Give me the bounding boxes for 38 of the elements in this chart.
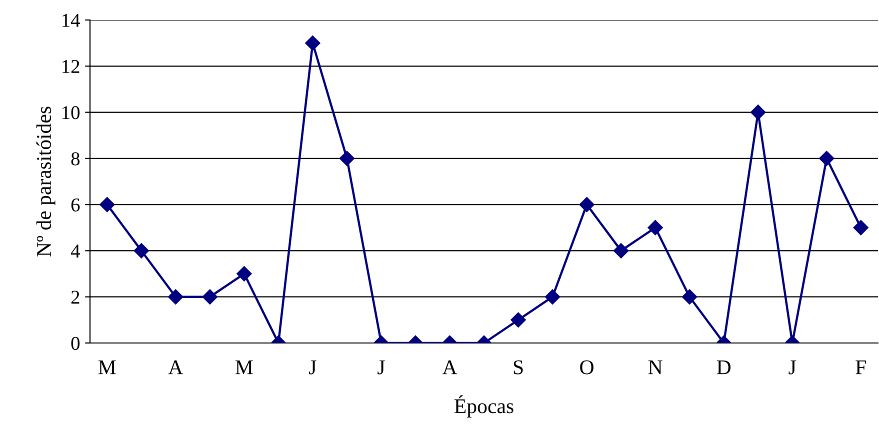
y-axis-title: Nº de parasitóides <box>36 106 56 256</box>
x-tick-label: J <box>378 360 385 374</box>
point <box>305 36 320 51</box>
point <box>202 289 218 304</box>
point <box>236 266 252 282</box>
point <box>100 197 115 212</box>
y-tick-label: 14 <box>62 14 80 27</box>
point <box>339 150 355 166</box>
x-tick-label: F <box>856 360 866 374</box>
x-tick-label: J <box>788 360 796 374</box>
point <box>853 220 868 236</box>
point <box>613 243 629 258</box>
x-tick-label: N <box>648 360 662 374</box>
y-tick-label: 2 <box>71 290 80 304</box>
x-tick-label: A <box>442 360 458 374</box>
x-tick-label: M <box>236 360 253 374</box>
y-tick-label: 6 <box>71 198 80 212</box>
x-axis-title: Épocas <box>454 395 514 418</box>
point <box>510 312 526 328</box>
point <box>750 104 766 120</box>
x-tick-label: D <box>716 360 731 374</box>
x-tick-label: M <box>98 360 116 374</box>
point <box>648 220 663 236</box>
point <box>168 289 184 304</box>
y-tick-label: 0 <box>71 336 80 350</box>
point <box>134 243 149 258</box>
point <box>544 289 560 304</box>
y-tick-label: 10 <box>62 106 80 120</box>
y-tick-label: 8 <box>71 152 80 166</box>
y-tick-label: 12 <box>62 60 80 73</box>
x-tick-label: J <box>309 360 316 374</box>
x-tick-label: O <box>580 360 594 374</box>
point <box>682 289 698 304</box>
y-tick-label: 4 <box>70 244 80 258</box>
point <box>819 150 834 166</box>
x-tick-label: S <box>514 360 523 374</box>
point <box>579 197 594 212</box>
x-tick-label: A <box>168 360 184 374</box>
